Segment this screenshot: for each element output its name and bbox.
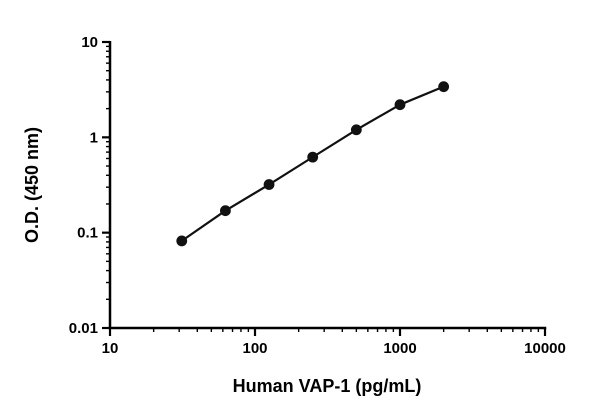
data-point-marker [350, 124, 362, 136]
y-tick-label: 0.01 [69, 320, 98, 337]
data-point-marker [176, 235, 188, 247]
standard-curve-line [180, 85, 445, 242]
x-tick-label: 100 [242, 340, 267, 357]
x-tick-label: 1000 [383, 340, 416, 357]
data-point-marker [263, 179, 275, 190]
data-point-marker [220, 205, 231, 217]
data-series-layer [176, 81, 450, 247]
y-axis-title: O.D. (450 nm) [22, 127, 42, 243]
data-point-marker [394, 99, 406, 111]
y-tick-label: 10 [81, 34, 98, 51]
x-tick-label: 10000 [524, 340, 566, 357]
data-point-marker [307, 151, 319, 163]
y-tick-label: 1 [90, 129, 98, 146]
axes-layer: 10 100 1000 10000 0.01 0.1 1 10 [69, 34, 566, 357]
y-tick-label: 0.1 [77, 225, 98, 242]
x-tick-label: 10 [102, 340, 119, 357]
x-axis-title: Human VAP-1 (pg/mL) [233, 376, 422, 396]
data-point-marker [438, 81, 450, 93]
